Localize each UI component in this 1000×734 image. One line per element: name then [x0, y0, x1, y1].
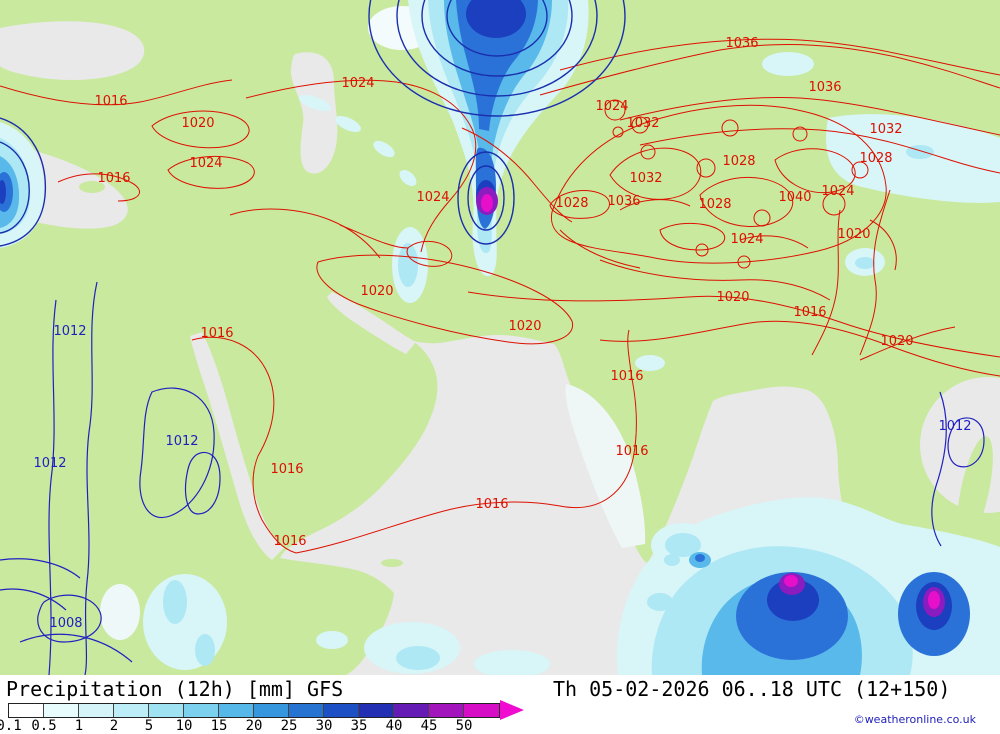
isobar-label-red: 1016 [610, 369, 643, 384]
isobar-label-red: 1028 [698, 197, 731, 212]
weather-map: 1016 1020 1024 1016 1024 1024 1020 1028 1024 1032… [0, 0, 1000, 675]
isobar-label-red: 1016 [200, 326, 233, 341]
red-sea [190, 332, 284, 560]
cyprus-island [79, 181, 105, 193]
isobar-label-blue: 1012 [53, 324, 86, 339]
persian-gulf [327, 292, 416, 354]
scale-cell [9, 704, 44, 717]
isobar-label-red: 1016 [793, 305, 826, 320]
isobar-label-red: 1016 [94, 94, 127, 109]
isobar-label-blue: 1012 [33, 456, 66, 471]
scale-cell [289, 704, 324, 717]
socotra-island [381, 559, 403, 567]
scale-label: 30 [315, 718, 333, 734]
scale-label: 2 [109, 718, 119, 734]
weather-map-svg: 1016 1020 1024 1016 1024 1024 1020 1028 1024 1032… [0, 0, 1000, 675]
scale-cell [114, 704, 149, 717]
isobar-label-red: 1020 [508, 319, 541, 334]
isobar-label-red: 1016 [475, 497, 508, 512]
isobar-label-red: 1016 [615, 444, 648, 459]
isobar-label-red: 1020 [360, 284, 393, 299]
scale-cell [184, 704, 219, 717]
precip-scale-bar [8, 703, 500, 718]
isobar-label-red: 1016 [97, 171, 130, 186]
scale-cell [429, 704, 464, 717]
isobar-label-red: 1036 [725, 36, 758, 51]
precip-trace-africa [100, 584, 140, 640]
scale-cell [219, 704, 254, 717]
scale-label: 10 [175, 718, 193, 734]
isobar-labels: 1016 1020 1024 1016 1024 1024 1020 1028 1024 1032… [33, 36, 971, 631]
scale-cell [464, 704, 499, 717]
isobar-label-red: 1020 [880, 334, 913, 349]
precip-max [481, 194, 940, 609]
isobar-label-red: 1032 [629, 171, 662, 186]
isobar-label-red: 1020 [181, 116, 214, 131]
scale-label: 0.5 [31, 718, 57, 734]
scale-cell [324, 704, 359, 717]
scale-cell [359, 704, 394, 717]
precip-scale-labels: 0.1 0.5 1 2 5 10 15 20 25 30 35 40 45 50 [0, 718, 560, 734]
isobar-label-red: 1036 [808, 80, 841, 95]
isobar-label-red: 1024 [730, 232, 763, 247]
isobar-label-red: 1036 [607, 194, 640, 209]
datetime-title: Th 05-02-2026 06..18 UTC (12+150) [553, 677, 951, 701]
isobar-label-red: 1028 [555, 196, 588, 211]
scale-label: 35 [350, 718, 368, 734]
scale-cell [44, 704, 79, 717]
scale-label: 0.1 [0, 718, 22, 734]
scale-label: 20 [245, 718, 263, 734]
scale-label: 25 [280, 718, 298, 734]
scale-arrow-icon [500, 700, 524, 720]
isobar-label-red: 1024 [189, 156, 222, 171]
scale-label: 40 [385, 718, 403, 734]
legend-bar: Precipitation (12h) [mm] GFS Th 05-02-20… [0, 675, 1000, 734]
isobar-label-blue: 1012 [165, 434, 198, 449]
scale-cell [254, 704, 289, 717]
isobar-label-red: 1028 [722, 154, 755, 169]
isobar-label-red: 1032 [626, 116, 659, 131]
isobar-label-blue: 1008 [49, 616, 82, 631]
isobars-high-pressure [0, 38, 1000, 554]
isobar-label-red: 1020 [716, 290, 749, 305]
isobar-label-red: 1024 [595, 99, 628, 114]
scale-cell [394, 704, 429, 717]
isobar-label-red: 1028 [859, 151, 892, 166]
scale-label: 1 [74, 718, 84, 734]
isobar-label-red: 1040 [778, 190, 811, 205]
isobar-label-red: 1016 [273, 534, 306, 549]
isobar-label-red: 1016 [270, 462, 303, 477]
isobar-label-red: 1024 [821, 184, 854, 199]
scale-label: 45 [420, 718, 438, 734]
isobar-label-red: 1020 [837, 227, 870, 242]
malay-peninsula [957, 436, 993, 544]
precipitation-areas [0, 0, 1000, 675]
isobar-label-red: 1024 [341, 76, 374, 91]
product-title: Precipitation (12h) [mm] GFS [6, 677, 344, 701]
scale-cell [79, 704, 114, 717]
black-sea [0, 21, 145, 80]
isobar-label-red: 1032 [869, 122, 902, 137]
precip-trace-south-india [565, 384, 646, 548]
scale-label: 50 [455, 718, 473, 734]
scale-cell [149, 704, 184, 717]
copyright-link[interactable]: ©weatheronline.co.uk [853, 713, 976, 726]
isobars-low-pressure [0, 0, 985, 675]
scale-label: 15 [210, 718, 228, 734]
scale-label: 5 [144, 718, 154, 734]
isobar-label-blue: 1012 [938, 419, 971, 434]
isobar-label-red: 1024 [416, 190, 449, 205]
